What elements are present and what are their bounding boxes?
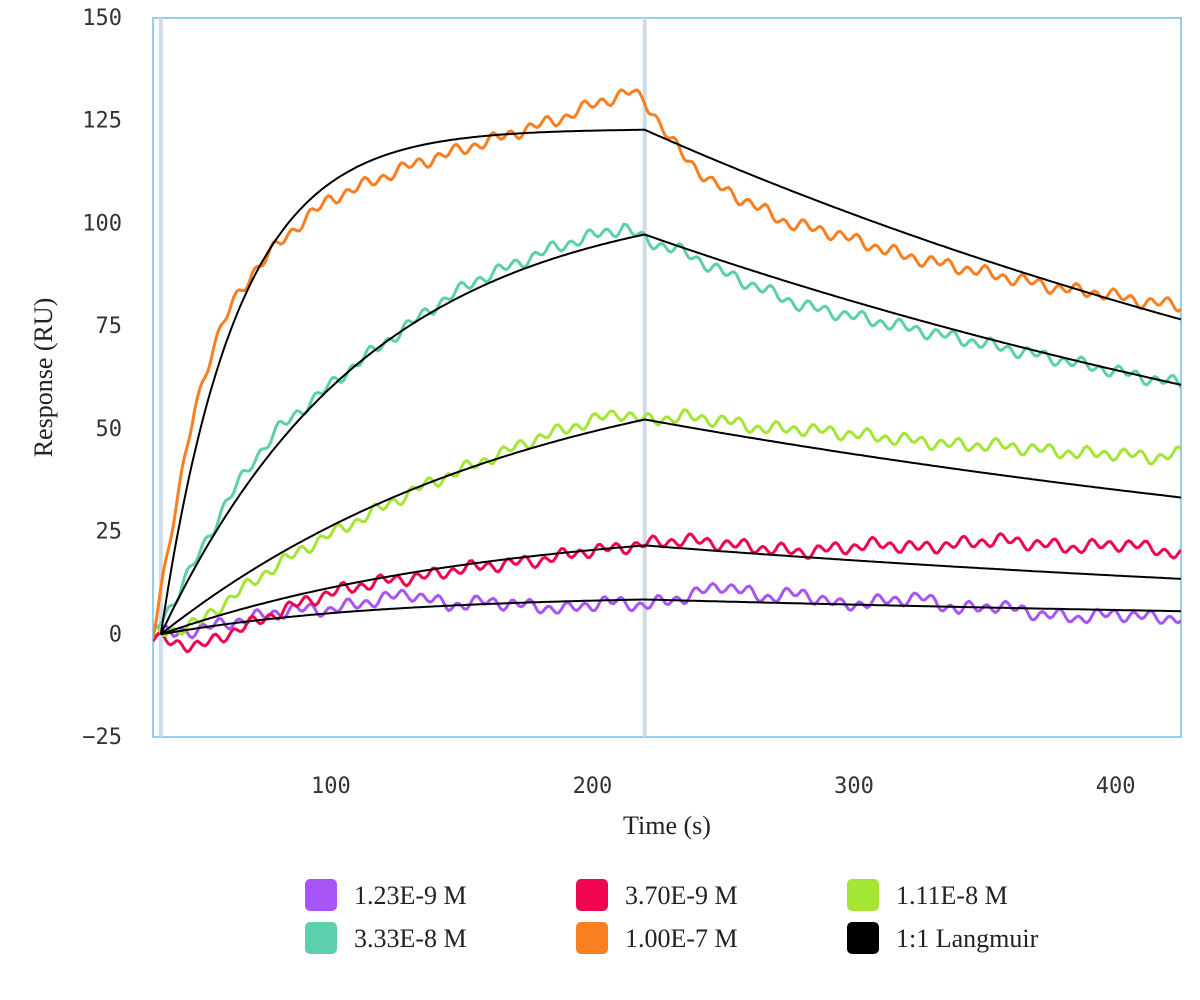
legend-label: 1.00E-7 M	[625, 924, 738, 953]
y-tick-label: 75	[96, 314, 123, 339]
series-line	[153, 88, 1181, 639]
x-tick-label: 100	[311, 774, 351, 799]
legend-label: 3.70E-9 M	[625, 881, 738, 910]
series-line	[153, 532, 1181, 654]
legend-label: 1.23E-9 M	[354, 881, 467, 910]
series-line	[153, 222, 1181, 629]
legend-swatch	[305, 922, 337, 954]
series-line	[153, 582, 1181, 640]
series-line	[153, 408, 1181, 637]
legend-swatch	[305, 879, 337, 911]
y-tick-label: −25	[82, 725, 122, 750]
legend-swatch	[847, 879, 879, 911]
x-tick-label: 200	[573, 774, 613, 799]
legend-swatch	[576, 879, 608, 911]
legend-swatch	[847, 922, 879, 954]
langmuir-fit-line	[160, 418, 1181, 636]
y-tick-label: 150	[82, 6, 122, 31]
x-tick-label: 300	[834, 774, 874, 799]
y-tick-label: 0	[109, 622, 122, 647]
y-tick-label: 25	[96, 520, 123, 545]
langmuir-fit-line	[159, 233, 1181, 635]
plot-frame	[152, 17, 1182, 738]
langmuir-fit-line	[159, 128, 1181, 635]
legend-label: 1.11E-8 M	[896, 881, 1008, 910]
langmuir-fit-line	[160, 598, 1181, 636]
y-tick-label: 50	[96, 417, 123, 442]
x-axis-title: Time (s)	[623, 811, 711, 840]
y-tick-label: 125	[82, 109, 122, 134]
legend-label: 3.33E-8 M	[354, 924, 467, 953]
legend-label: 1:1 Langmuir	[896, 924, 1039, 953]
y-tick-label: 100	[82, 211, 122, 236]
legend-swatch	[576, 922, 608, 954]
x-tick-label: 400	[1096, 774, 1136, 799]
y-axis-title: Response (RU)	[29, 298, 58, 458]
langmuir-fit-line	[160, 544, 1181, 636]
